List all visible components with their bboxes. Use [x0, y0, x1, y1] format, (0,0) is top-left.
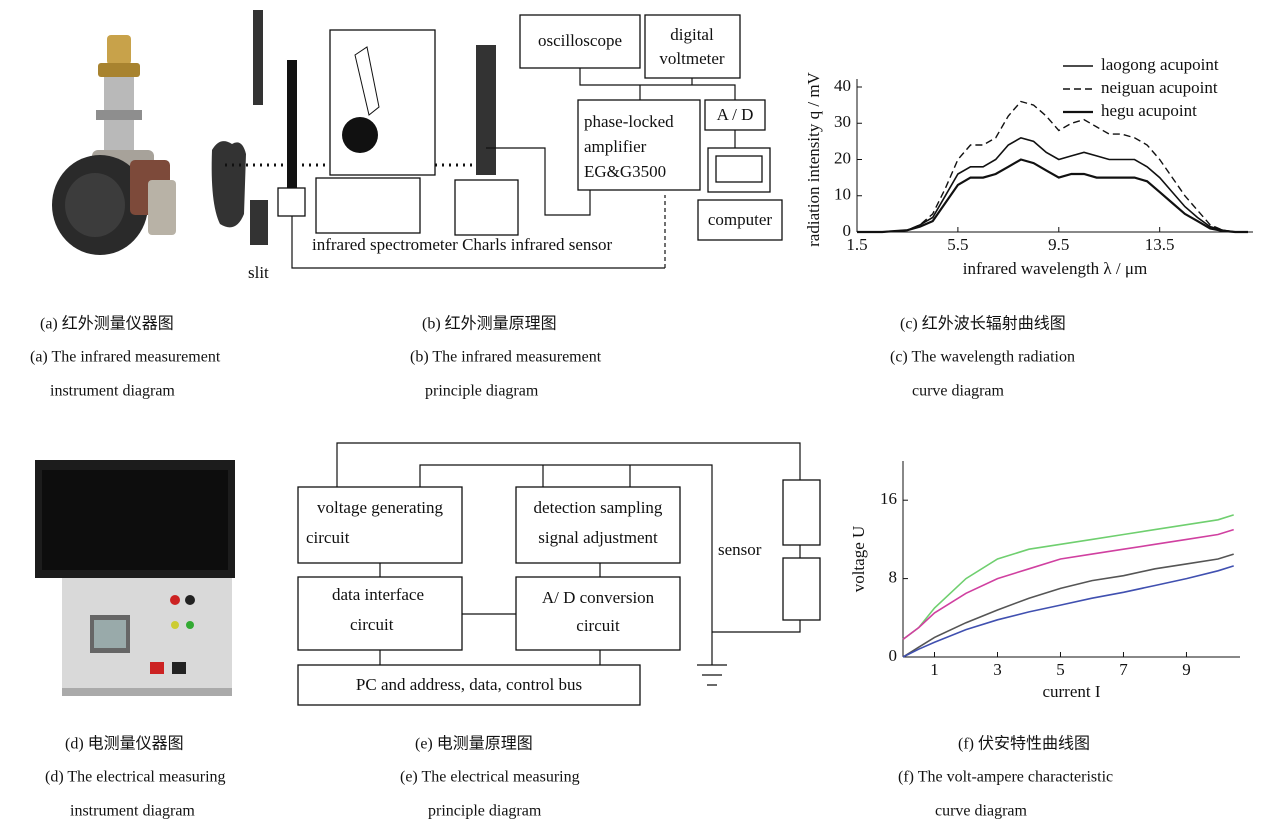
x-tick-label: 5: [1056, 660, 1065, 679]
label: circuit: [576, 616, 620, 635]
y-axis-label: voltage U: [849, 526, 868, 593]
caption-cn: (c) 红外波长辐射曲线图: [900, 315, 1066, 333]
x-tick-label: 7: [1119, 660, 1128, 679]
x-tick-label: 9.5: [1048, 235, 1069, 254]
data-line: [903, 515, 1234, 640]
electrical-instrument-photo: [35, 460, 235, 696]
caption-cn: (f) 伏安特性曲线图: [958, 735, 1090, 753]
charts: 0 10 20 30 40 1.5 5.5 9.5 13.5 radiation intensit…: [804, 55, 1253, 701]
data-line: [903, 530, 1234, 640]
x-tick-label: 9: [1182, 660, 1191, 679]
figure: oscilloscope digital voltmeter phase-loc…: [0, 0, 1263, 825]
label: detection sampling: [534, 498, 663, 517]
legend-label: laogong acupoint: [1101, 55, 1219, 74]
data-line: [857, 102, 1248, 233]
y-tick-label: 40: [834, 76, 851, 95]
label: A / D: [717, 105, 754, 124]
y-tick-label: 16: [880, 489, 897, 508]
data-line: [903, 566, 1234, 657]
label: oscilloscope: [538, 31, 622, 50]
label: A/ D conversion: [542, 588, 655, 607]
x-tick-label: 3: [993, 660, 1002, 679]
caption-en: (f) The volt-ampere characteristic: [898, 769, 1113, 786]
label: circuit: [350, 615, 394, 634]
y-tick-label: 8: [889, 568, 898, 587]
data-line: [857, 160, 1248, 233]
caption-cn: (b) 红外测量原理图: [422, 315, 557, 333]
label: voltmeter: [659, 49, 724, 68]
label: PC and address, data, control bus: [356, 675, 582, 694]
label: slit: [248, 263, 269, 282]
caption-cn: (d) 电测量仪器图: [65, 735, 184, 753]
x-tick-label: 5.5: [947, 235, 968, 254]
x-tick-label: 1.5: [846, 235, 867, 254]
caption-en: principle diagram: [428, 803, 542, 820]
caption-en: curve diagram: [912, 383, 1005, 400]
y-tick-label: 0: [889, 646, 898, 665]
caption-en: (b) The infrared measurement: [410, 349, 602, 366]
infrared-instrument-photo: [52, 35, 176, 255]
y-axis-label: radiation intensity q / mV: [804, 71, 823, 246]
label: circuit: [306, 528, 350, 547]
y-tick-label: 10: [834, 185, 851, 204]
caption-en: (a) The infrared measurement: [30, 349, 221, 366]
legend-label: hegu acupoint: [1101, 101, 1197, 120]
caption-cn: (e) 电测量原理图: [415, 735, 533, 753]
caption-en: curve diagram: [935, 803, 1028, 820]
caption-en: instrument diagram: [70, 803, 195, 820]
x-axis-label: current I: [1042, 682, 1100, 701]
y-tick-label: 30: [834, 112, 851, 131]
x-tick-label: 13.5: [1145, 235, 1175, 254]
label: EG&G3500: [584, 162, 666, 181]
caption-en: instrument diagram: [50, 383, 175, 400]
caption-en: (e) The electrical measuring: [400, 769, 580, 786]
x-tick-label: 1: [930, 660, 939, 679]
label: computer: [708, 210, 773, 229]
label: signal adjustment: [538, 528, 658, 547]
label: data interface: [332, 585, 424, 604]
caption-en: principle diagram: [425, 383, 539, 400]
infrared-principle-diagram: oscilloscope digital voltmeter phase-loc…: [212, 10, 782, 282]
caption-cn: (a) 红外测量仪器图: [40, 315, 174, 333]
label: sensor: [718, 540, 762, 559]
caption-en: (d) The electrical measuring: [45, 769, 226, 786]
label: digital: [670, 25, 714, 44]
data-line: [903, 554, 1234, 657]
legend-label: neiguan acupoint: [1101, 78, 1218, 97]
label: voltage generating: [317, 498, 444, 517]
y-tick-label: 20: [834, 148, 851, 167]
electrical-principle-diagram: voltage generating circuit detection sam…: [298, 443, 820, 705]
label: infrared spectrometer Charls infrared se…: [312, 235, 613, 254]
data-line: [857, 138, 1248, 232]
label: amplifier: [584, 137, 647, 156]
label: phase-locked: [584, 112, 674, 131]
caption-en: (c) The wavelength radiation: [890, 349, 1075, 366]
x-axis-label: infrared wavelength λ / μm: [963, 259, 1147, 278]
